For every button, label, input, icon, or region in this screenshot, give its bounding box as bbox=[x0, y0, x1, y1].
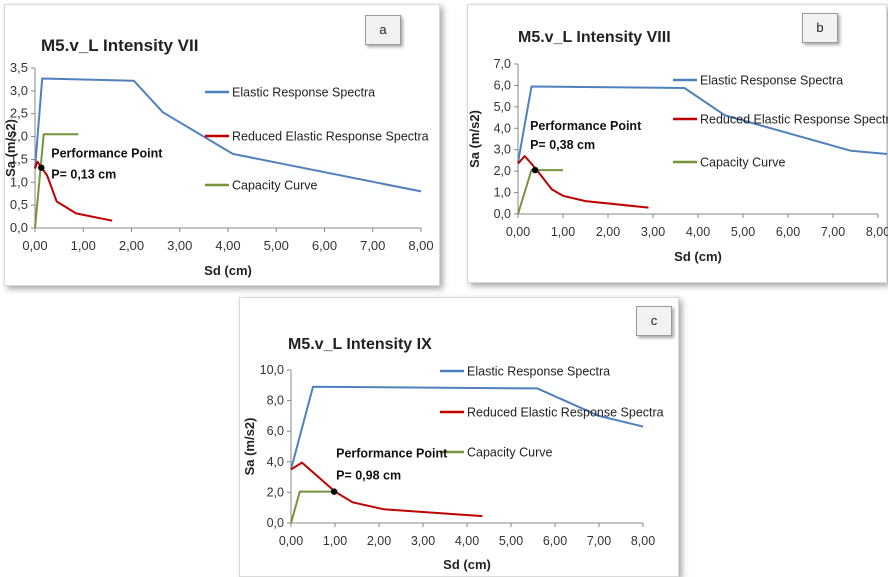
legend-label-2: Reduced Elastic Response Spectra bbox=[700, 113, 888, 127]
performance-point-label: Performance Point bbox=[530, 119, 642, 133]
y-tick-label: 2,0 bbox=[267, 485, 284, 499]
panel-badge-b: b bbox=[802, 13, 838, 43]
x-tick-label: 4,00 bbox=[455, 534, 479, 548]
y-tick-label: 1,5 bbox=[10, 151, 28, 166]
performance-point-marker bbox=[38, 164, 45, 171]
x-tick-label: 2,00 bbox=[367, 534, 391, 548]
y-tick-label: 0,0 bbox=[267, 516, 284, 530]
x-tick-label: 6,00 bbox=[543, 534, 567, 548]
performance-point-label: Performance Point bbox=[336, 447, 448, 461]
legend-label-1: Elastic Response Spectra bbox=[232, 86, 375, 100]
x-tick-label: 4,00 bbox=[215, 238, 240, 253]
series-line-3 bbox=[290, 490, 338, 524]
chart-a: M5.v_L Intensity VII 0,0 0,5 1,0 1,5 2,0 2,5 3,… bbox=[3, 36, 434, 278]
y-tick-label: 8,0 bbox=[267, 394, 284, 408]
x-axis-label: Sd (cm) bbox=[204, 263, 252, 278]
y-tick-label: 2,0 bbox=[10, 129, 28, 144]
x-tick-label: 1,00 bbox=[323, 534, 347, 548]
legend-label-1: Elastic Response Spectra bbox=[467, 365, 610, 379]
x-tick-label: 0,00 bbox=[22, 238, 47, 253]
legend-label-2: Reduced Elastic Response Spectra bbox=[232, 130, 429, 144]
legend-label-3: Capacity Curve bbox=[700, 156, 785, 170]
y-tick-label: 3,5 bbox=[10, 60, 28, 75]
legend-label-3: Capacity Curve bbox=[467, 446, 552, 460]
x-tick-label: 8,00 bbox=[631, 534, 655, 548]
x-tick-label: 0,00 bbox=[506, 225, 530, 239]
series-line-3 bbox=[517, 169, 563, 215]
y-tick-label: 0,0 bbox=[10, 220, 28, 235]
x-tick-label: 1,00 bbox=[71, 238, 96, 253]
x-tick-label: 7,00 bbox=[587, 534, 611, 548]
series-line-2 bbox=[290, 461, 483, 518]
chart-c: M5.v_L Intensity IX 0,0 2,0 4,0 6,0 8,0 10,0 0,… bbox=[242, 336, 664, 572]
performance-point-value: P= 0,38 cm bbox=[530, 138, 595, 152]
chart-title: M5.v_L Intensity VII bbox=[41, 36, 198, 55]
performance-point-label: Performance Point bbox=[51, 147, 163, 161]
y-tick-label: 5,0 bbox=[494, 100, 511, 114]
x-tick-label: 8,00 bbox=[866, 225, 888, 239]
y-tick-label: 0,5 bbox=[10, 197, 28, 212]
chart-title: M5.v_L Intensity VIII bbox=[518, 29, 671, 46]
y-axis-label: Sa (m/s2) bbox=[242, 418, 257, 476]
x-tick-label: 5,00 bbox=[731, 225, 755, 239]
series-line-2 bbox=[34, 160, 113, 222]
chart-title: M5.v_L Intensity IX bbox=[288, 336, 432, 353]
x-tick-label: 1,00 bbox=[551, 225, 575, 239]
performance-point-value: P= 0,98 cm bbox=[336, 469, 401, 483]
y-tick-label: 2,0 bbox=[494, 164, 511, 178]
legend-label-2: Reduced Elastic Response Spectra bbox=[467, 406, 664, 420]
panel-badge-a: a bbox=[365, 15, 401, 45]
x-tick-label: 5,00 bbox=[499, 534, 523, 548]
chart-panel-b: M5.v_L Intensity VIII 0,0 1,0 2,0 3,0 4,0 5,0 6… bbox=[467, 4, 888, 283]
y-tick-label: 4,0 bbox=[494, 121, 511, 135]
chart-panel-a: M5.v_L Intensity VII 0,0 0,5 1,0 1,5 2,0 2,5 3,… bbox=[3, 4, 440, 286]
x-axis-label: Sd (cm) bbox=[674, 249, 722, 264]
x-tick-label: 5,00 bbox=[264, 238, 289, 253]
y-axis-label: Sa (m/s2) bbox=[3, 119, 18, 177]
x-tick-label: 7,00 bbox=[821, 225, 845, 239]
performance-point-marker bbox=[330, 488, 338, 495]
y-axis-label: Sa (m/s2) bbox=[467, 110, 482, 168]
y-tick-label: 3,0 bbox=[10, 83, 28, 98]
x-tick-label: 2,00 bbox=[119, 238, 144, 253]
x-tick-label: 3,00 bbox=[167, 238, 192, 253]
y-tick-label: 7,0 bbox=[494, 57, 511, 71]
legend-label-3: Capacity Curve bbox=[232, 179, 317, 193]
panel-badge-c: c bbox=[636, 306, 672, 336]
y-tick-label: 1,0 bbox=[10, 174, 28, 189]
y-tick-label: 3,0 bbox=[494, 143, 511, 157]
x-axis-label: Sd (cm) bbox=[443, 557, 491, 572]
x-tick-label: 4,00 bbox=[686, 225, 710, 239]
series-line-1 bbox=[517, 85, 888, 163]
chart-panel-c: M5.v_L Intensity IX 0,0 2,0 4,0 6,0 8,0 10,0 0,… bbox=[239, 297, 679, 577]
y-tick-label: 4,0 bbox=[267, 455, 284, 469]
x-tick-label: 3,00 bbox=[411, 534, 435, 548]
legend-label-1: Elastic Response Spectra bbox=[700, 74, 843, 88]
x-tick-label: 6,00 bbox=[776, 225, 800, 239]
x-tick-label: 0,00 bbox=[279, 534, 303, 548]
chart-b: M5.v_L Intensity VIII 0,0 1,0 2,0 3,0 4,0 5,0 6… bbox=[467, 29, 888, 264]
x-tick-label: 7,00 bbox=[360, 238, 385, 253]
series-line-1 bbox=[34, 77, 422, 193]
y-tick-label: 10,0 bbox=[260, 363, 284, 377]
x-tick-label: 6,00 bbox=[312, 238, 337, 253]
performance-point-value: P= 0,13 cm bbox=[51, 168, 116, 182]
x-tick-label: 2,00 bbox=[596, 225, 620, 239]
series-line-3 bbox=[34, 133, 79, 229]
y-tick-label: 0,0 bbox=[494, 207, 511, 221]
y-tick-label: 6,0 bbox=[267, 424, 284, 438]
series-line-1 bbox=[290, 385, 644, 470]
y-tick-label: 1,0 bbox=[494, 186, 511, 200]
performance-point-marker bbox=[531, 166, 539, 174]
series-line-2 bbox=[517, 155, 649, 209]
y-tick-label: 2,5 bbox=[10, 106, 28, 121]
x-tick-label: 3,00 bbox=[641, 225, 665, 239]
y-tick-label: 6,0 bbox=[494, 78, 511, 92]
x-tick-label: 8,00 bbox=[408, 238, 433, 253]
